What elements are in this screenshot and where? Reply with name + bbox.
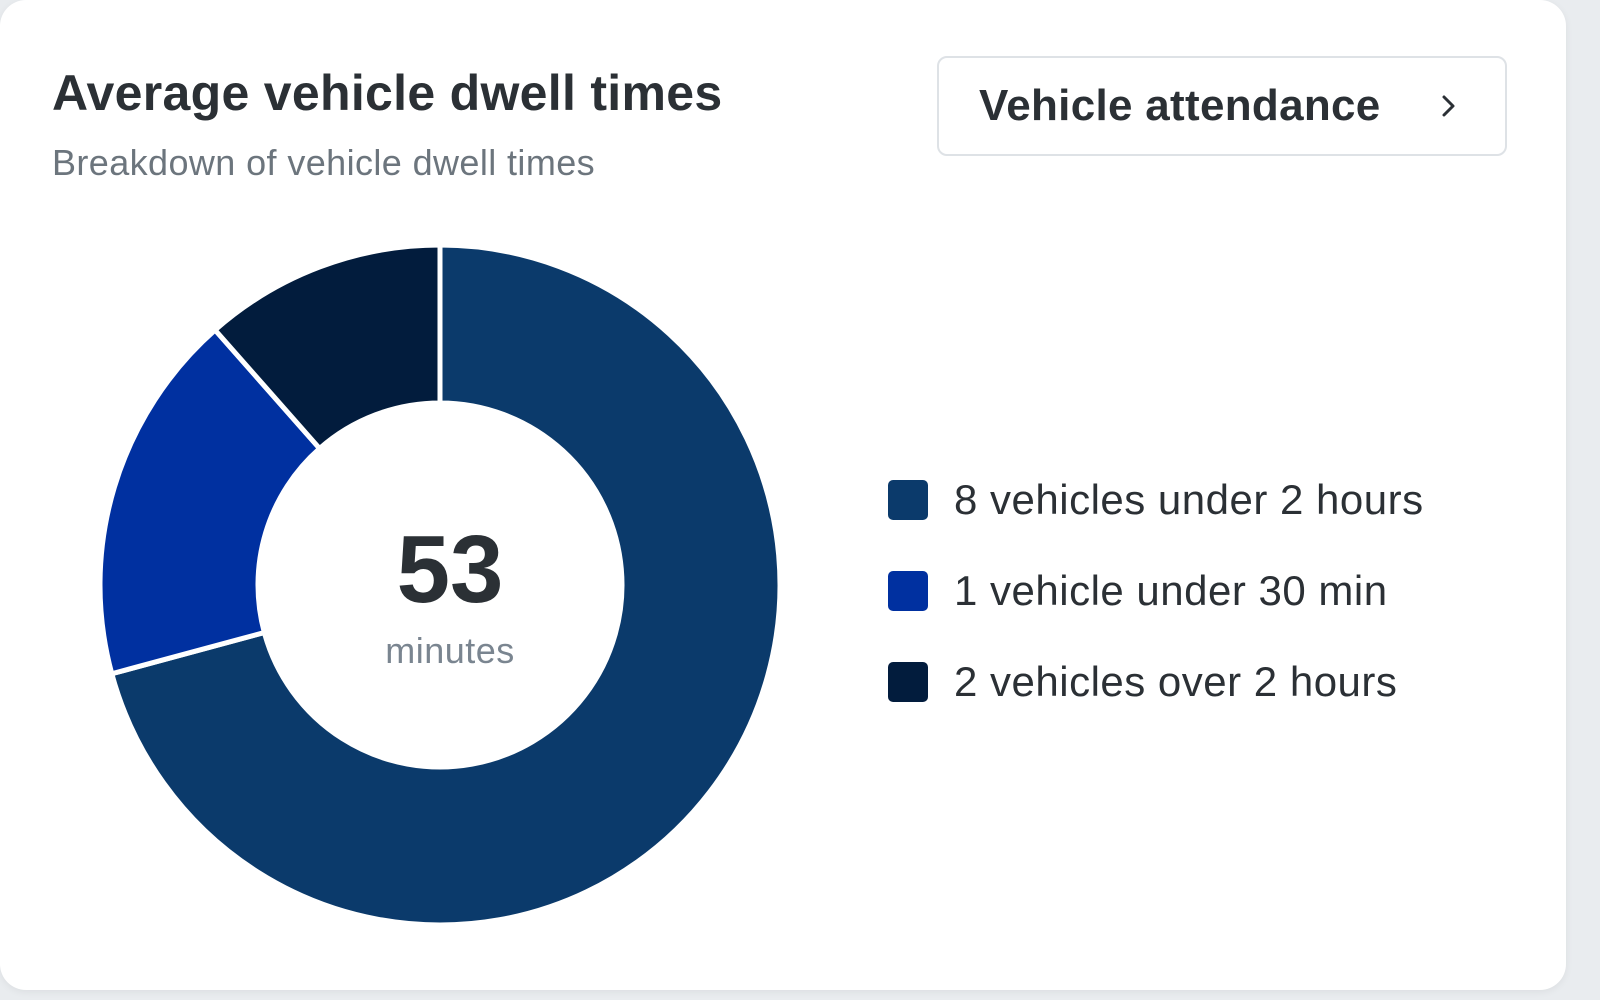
vehicle-attendance-button-label: Vehicle attendance (979, 81, 1381, 130)
chevron-right-icon (1433, 90, 1465, 122)
donut-slice-2 (212, 242, 443, 452)
legend-swatch (888, 662, 928, 702)
card-subtitle: Breakdown of vehicle dwell times (52, 142, 596, 183)
legend-label: 1 vehicle under 30 min (954, 567, 1388, 614)
legend-label: 2 vehicles over 2 hours (954, 658, 1398, 705)
chart-legend: 8 vehicles under 2 hours 1 vehicle under… (888, 470, 1424, 743)
legend-item-under-2-hours: 8 vehicles under 2 hours (888, 470, 1424, 530)
donut-slice-1 (97, 327, 323, 677)
donut-slice-0 (109, 242, 783, 928)
legend-swatch (888, 480, 928, 520)
dwell-times-card: Average vehicle dwell times Breakdown of… (0, 0, 1566, 990)
legend-item-over-2-hours: 2 vehicles over 2 hours (888, 652, 1424, 712)
card-title: Average vehicle dwell times (52, 65, 723, 121)
average-dwell-unit: minutes (385, 630, 515, 671)
average-dwell-value: 53 (396, 516, 504, 623)
legend-item-under-30-min: 1 vehicle under 30 min (888, 561, 1424, 621)
legend-swatch (888, 571, 928, 611)
dwell-times-donut-chart (97, 242, 783, 928)
legend-label: 8 vehicles under 2 hours (954, 476, 1424, 523)
vehicle-attendance-button[interactable]: Vehicle attendance (937, 56, 1507, 156)
